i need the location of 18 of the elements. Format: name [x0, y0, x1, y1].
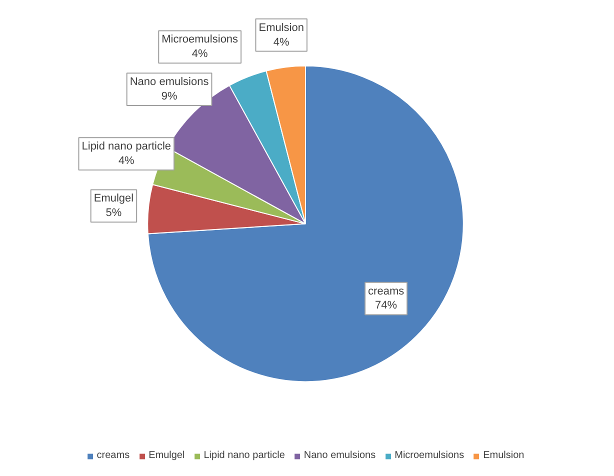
data-label: 4%	[118, 154, 135, 167]
data-label: 4%	[192, 48, 208, 60]
legend-label: Emulsion	[483, 450, 524, 461]
slice-label: Nano emulsions	[130, 76, 210, 88]
slice-label: Emulgel	[94, 192, 134, 205]
slice-label: Microemulsions	[162, 34, 239, 46]
legend-label: creams	[96, 450, 130, 461]
slice-label: creams	[368, 285, 405, 298]
legend-label: Emulgel	[148, 450, 185, 461]
slice-label: Lipid nano particle	[82, 140, 172, 153]
legend-label: Lipid nano particle	[204, 450, 285, 461]
slice-label: Emulsion	[258, 22, 304, 34]
data-label: 4%	[273, 36, 290, 48]
legend-label: Microemulsions	[394, 450, 464, 461]
data-label: 5%	[106, 207, 122, 220]
legend-label: Nano emulsions	[304, 450, 376, 461]
data-label: 9%	[161, 90, 178, 102]
data-label: 74%	[375, 300, 398, 312]
